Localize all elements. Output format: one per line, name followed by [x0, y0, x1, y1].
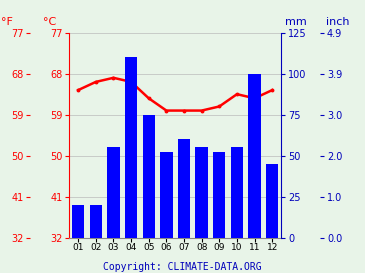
Text: mm: mm	[285, 17, 307, 26]
Bar	[90, 205, 102, 238]
Bar	[107, 147, 120, 238]
Bar	[160, 152, 173, 238]
Text: Copyright: CLIMATE-DATA.ORG: Copyright: CLIMATE-DATA.ORG	[103, 262, 262, 272]
Bar	[178, 139, 190, 238]
Text: °F: °F	[1, 17, 13, 26]
Bar	[143, 115, 155, 238]
Bar	[196, 147, 208, 238]
Bar	[266, 164, 278, 238]
Bar	[249, 74, 261, 238]
Text: °C: °C	[43, 17, 56, 26]
Bar	[213, 152, 226, 238]
Bar	[125, 57, 137, 238]
Bar	[231, 147, 243, 238]
Bar	[72, 205, 84, 238]
Text: inch: inch	[326, 17, 349, 26]
